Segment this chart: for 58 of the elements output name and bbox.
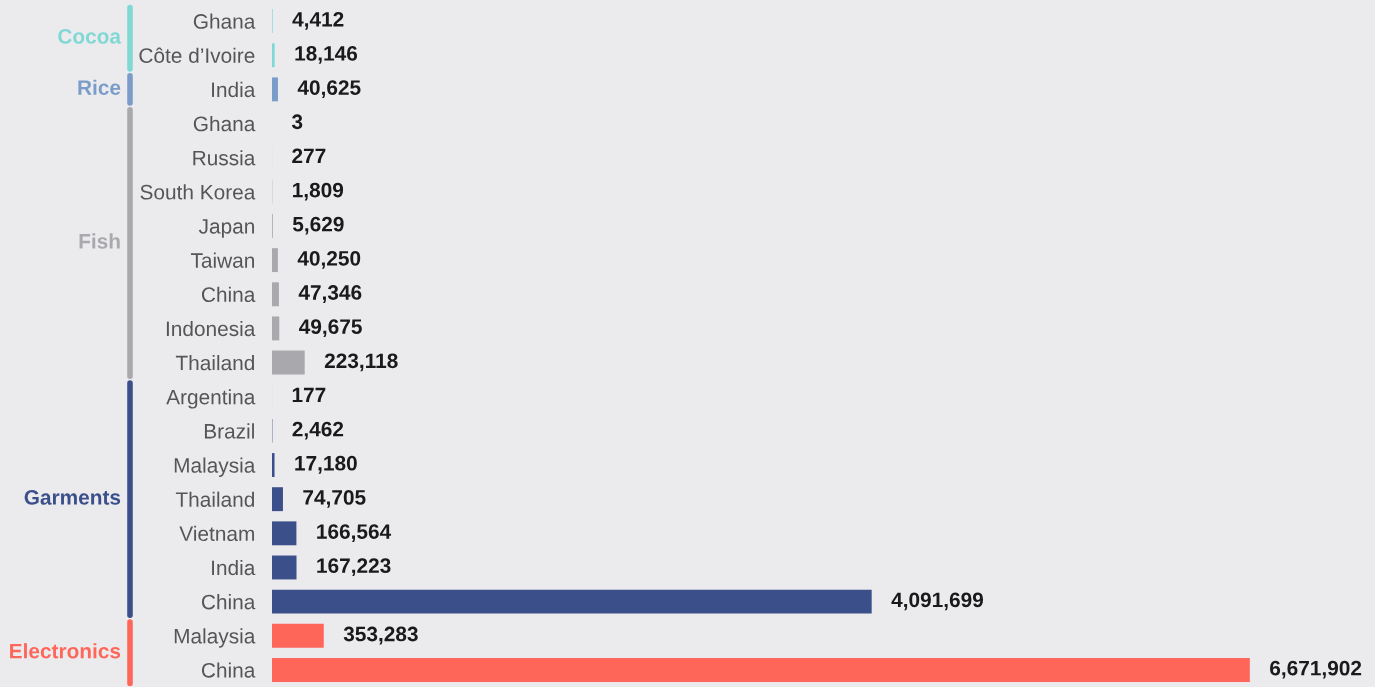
data-label: 40,625 xyxy=(297,80,361,98)
y-tick-label: Thailand xyxy=(175,491,254,507)
data-label: 1,809 xyxy=(293,182,344,201)
y-tick-label: Argentina xyxy=(166,389,256,409)
text: Electronics xyxy=(10,643,121,659)
y-tick-label: Russia xyxy=(193,150,256,166)
data-label: 4,091,699 xyxy=(891,592,984,611)
data-label: 277 xyxy=(292,148,326,164)
bar xyxy=(272,657,1250,682)
bar xyxy=(272,589,872,614)
data-label: 353,283 xyxy=(343,626,418,645)
y-tick-label: Japan xyxy=(198,219,254,238)
text: Garments xyxy=(24,490,121,505)
bar xyxy=(272,453,275,477)
y-tick-label: Thailand xyxy=(175,355,254,371)
data-label: 2,462 xyxy=(292,421,344,440)
data-label: 18,146 xyxy=(295,46,358,64)
y-tick-label: India xyxy=(212,559,256,576)
y-tick-label: Brazil xyxy=(204,423,254,439)
legend-label: Rice xyxy=(78,79,121,95)
data-label: 223,118 xyxy=(324,353,398,372)
y-tick-label: China xyxy=(201,286,256,303)
data-label: 47,346 xyxy=(298,285,362,303)
y-tick-label: India xyxy=(212,81,256,98)
y-tick-label: Côte d’Ivoire xyxy=(139,47,255,63)
bar xyxy=(272,282,279,307)
data-label: 17,180 xyxy=(295,455,357,474)
bar xyxy=(272,521,297,546)
data-label: 49,675 xyxy=(299,319,362,338)
y-tick-label: Malaysia xyxy=(174,628,256,648)
data-label: 6,671,902 xyxy=(1270,660,1362,679)
data-label: 167,223 xyxy=(317,558,391,577)
text: Cocoa xyxy=(58,28,122,44)
data-label: 3 xyxy=(291,114,303,130)
data-label: 4,412 xyxy=(292,11,344,30)
bar xyxy=(272,487,283,512)
bar xyxy=(272,77,278,102)
y-tick-label: Vietnam xyxy=(179,525,254,542)
y-tick-label: South Korea xyxy=(140,184,256,200)
bar xyxy=(272,555,297,580)
y-tick-label: China xyxy=(201,594,256,610)
bar xyxy=(272,248,278,273)
data-label: 74,705 xyxy=(303,490,366,508)
data-label: 177 xyxy=(292,387,326,403)
bar xyxy=(272,43,275,68)
data-label: 40,250 xyxy=(297,250,361,269)
y-tick-label: Taiwan xyxy=(190,252,254,268)
data-label: 5,629 xyxy=(292,216,344,235)
text: Fish xyxy=(79,233,120,249)
y-tick-label: Indonesia xyxy=(166,320,256,337)
y-tick-label: Ghana xyxy=(193,13,256,29)
bar xyxy=(272,350,305,375)
bar xyxy=(272,623,324,648)
y-tick-label: Malaysia xyxy=(174,457,256,477)
y-tick-label: China xyxy=(201,662,256,678)
data-label: 166,564 xyxy=(317,524,392,542)
y-tick-label: Ghana xyxy=(193,115,256,132)
bar xyxy=(272,316,280,341)
